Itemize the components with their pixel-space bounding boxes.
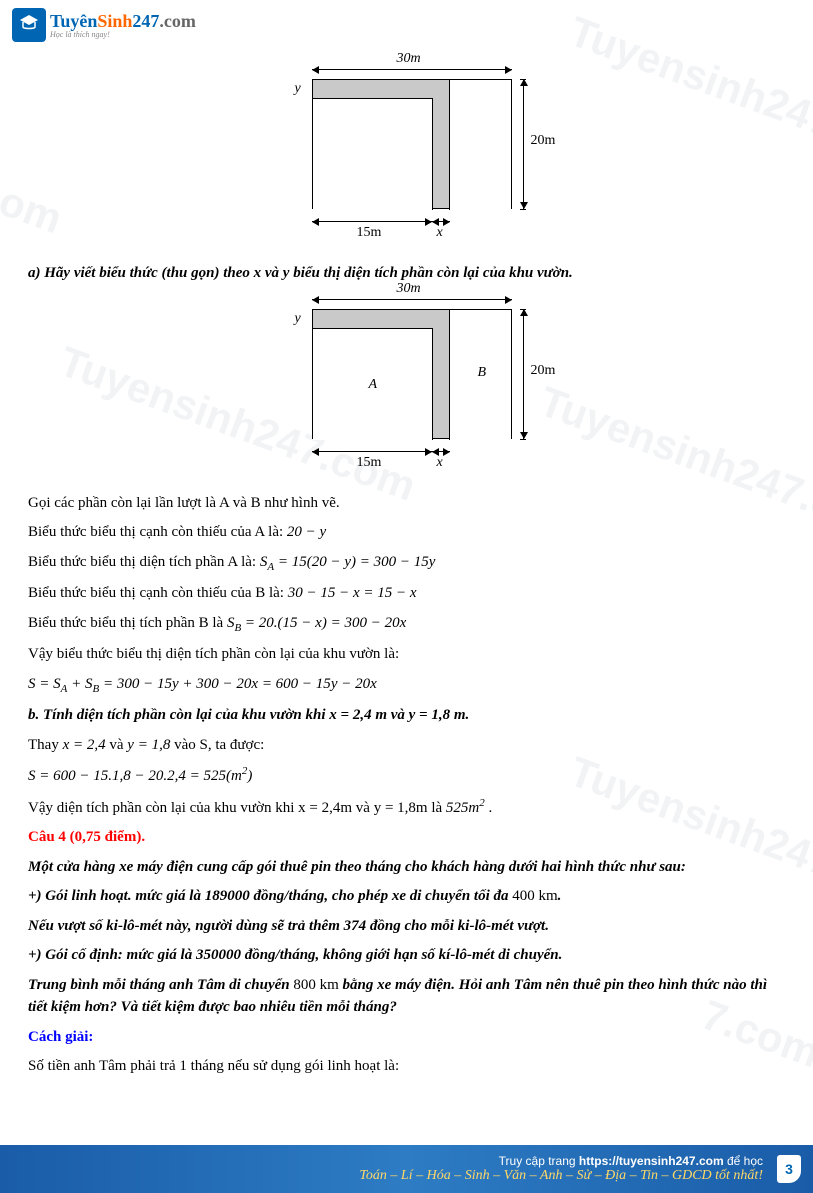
page-number: 3 — [777, 1155, 801, 1183]
logo-grad-cap-icon — [12, 8, 46, 42]
cau-4-text: Trung bình mỗi tháng anh Tâm di chuyển 8… — [28, 974, 785, 1019]
logo-tagline: Học là thích ngay! — [50, 30, 196, 39]
solution-line: Vậy biểu thức biểu thị diện tích phần cò… — [28, 643, 785, 666]
diagram-1: 30m 20m y 15m x — [28, 63, 785, 248]
cach-giai-heading: Cách giải: — [28, 1026, 785, 1049]
solution-line: Biểu thức biểu thị diện tích phần A là: … — [28, 551, 785, 576]
solution-line: Thay x = 2,4 và y = 1,8 vào S, ta được: — [28, 734, 785, 757]
solution-line: Biểu thức biểu thị cạnh còn thiếu của A … — [28, 521, 785, 544]
solution-line: Biểu thức biểu thị cạnh còn thiếu của B … — [28, 582, 785, 605]
solution-line: Gọi các phần còn lại lần lượt là A và B … — [28, 492, 785, 515]
solution-line: Vậy diện tích phần còn lại của khu vườn … — [28, 795, 785, 820]
cau-4-text: Một cửa hàng xe máy điện cung cấp gói th… — [28, 856, 785, 879]
footer-link-text: Truy cập trang https://tuyensinh247.com … — [499, 1154, 763, 1168]
question-b: b. Tính diện tích phần còn lại của khu v… — [28, 704, 785, 727]
diagram-2: 30m 20m A B y 15m x — [28, 293, 785, 478]
solution-expr: S = SA + SB = 300 − 15y + 300 − 20x = 60… — [28, 673, 785, 698]
solution-line: Biểu thức biểu thị tích phần B là SB = 2… — [28, 612, 785, 637]
cau-4-text: +) Gói cố định: mức giá là 350000 đồng/t… — [28, 944, 785, 967]
solution-expr: S = 600 − 15.1,8 − 20.2,4 = 525(m2) — [28, 763, 785, 788]
page-footer: Truy cập trang https://tuyensinh247.com … — [0, 1145, 813, 1193]
logo-text: TuyênSinh247.com — [50, 11, 196, 32]
site-logo: TuyênSinh247.com Học là thích ngay! — [12, 8, 196, 42]
cau-4-heading: Câu 4 (0,75 điểm). — [28, 826, 785, 849]
cau-4-text: Nếu vượt số ki-lô-mét này, người dùng sẽ… — [28, 915, 785, 938]
cau-4-text: +) Gói linh hoạt. mức giá là 189000 đồng… — [28, 885, 785, 908]
footer-subjects: Toán – Lí – Hóa – Sinh – Văn – Anh – Sử … — [359, 1168, 763, 1184]
solution-line: Số tiền anh Tâm phải trả 1 tháng nếu sử … — [28, 1055, 785, 1078]
